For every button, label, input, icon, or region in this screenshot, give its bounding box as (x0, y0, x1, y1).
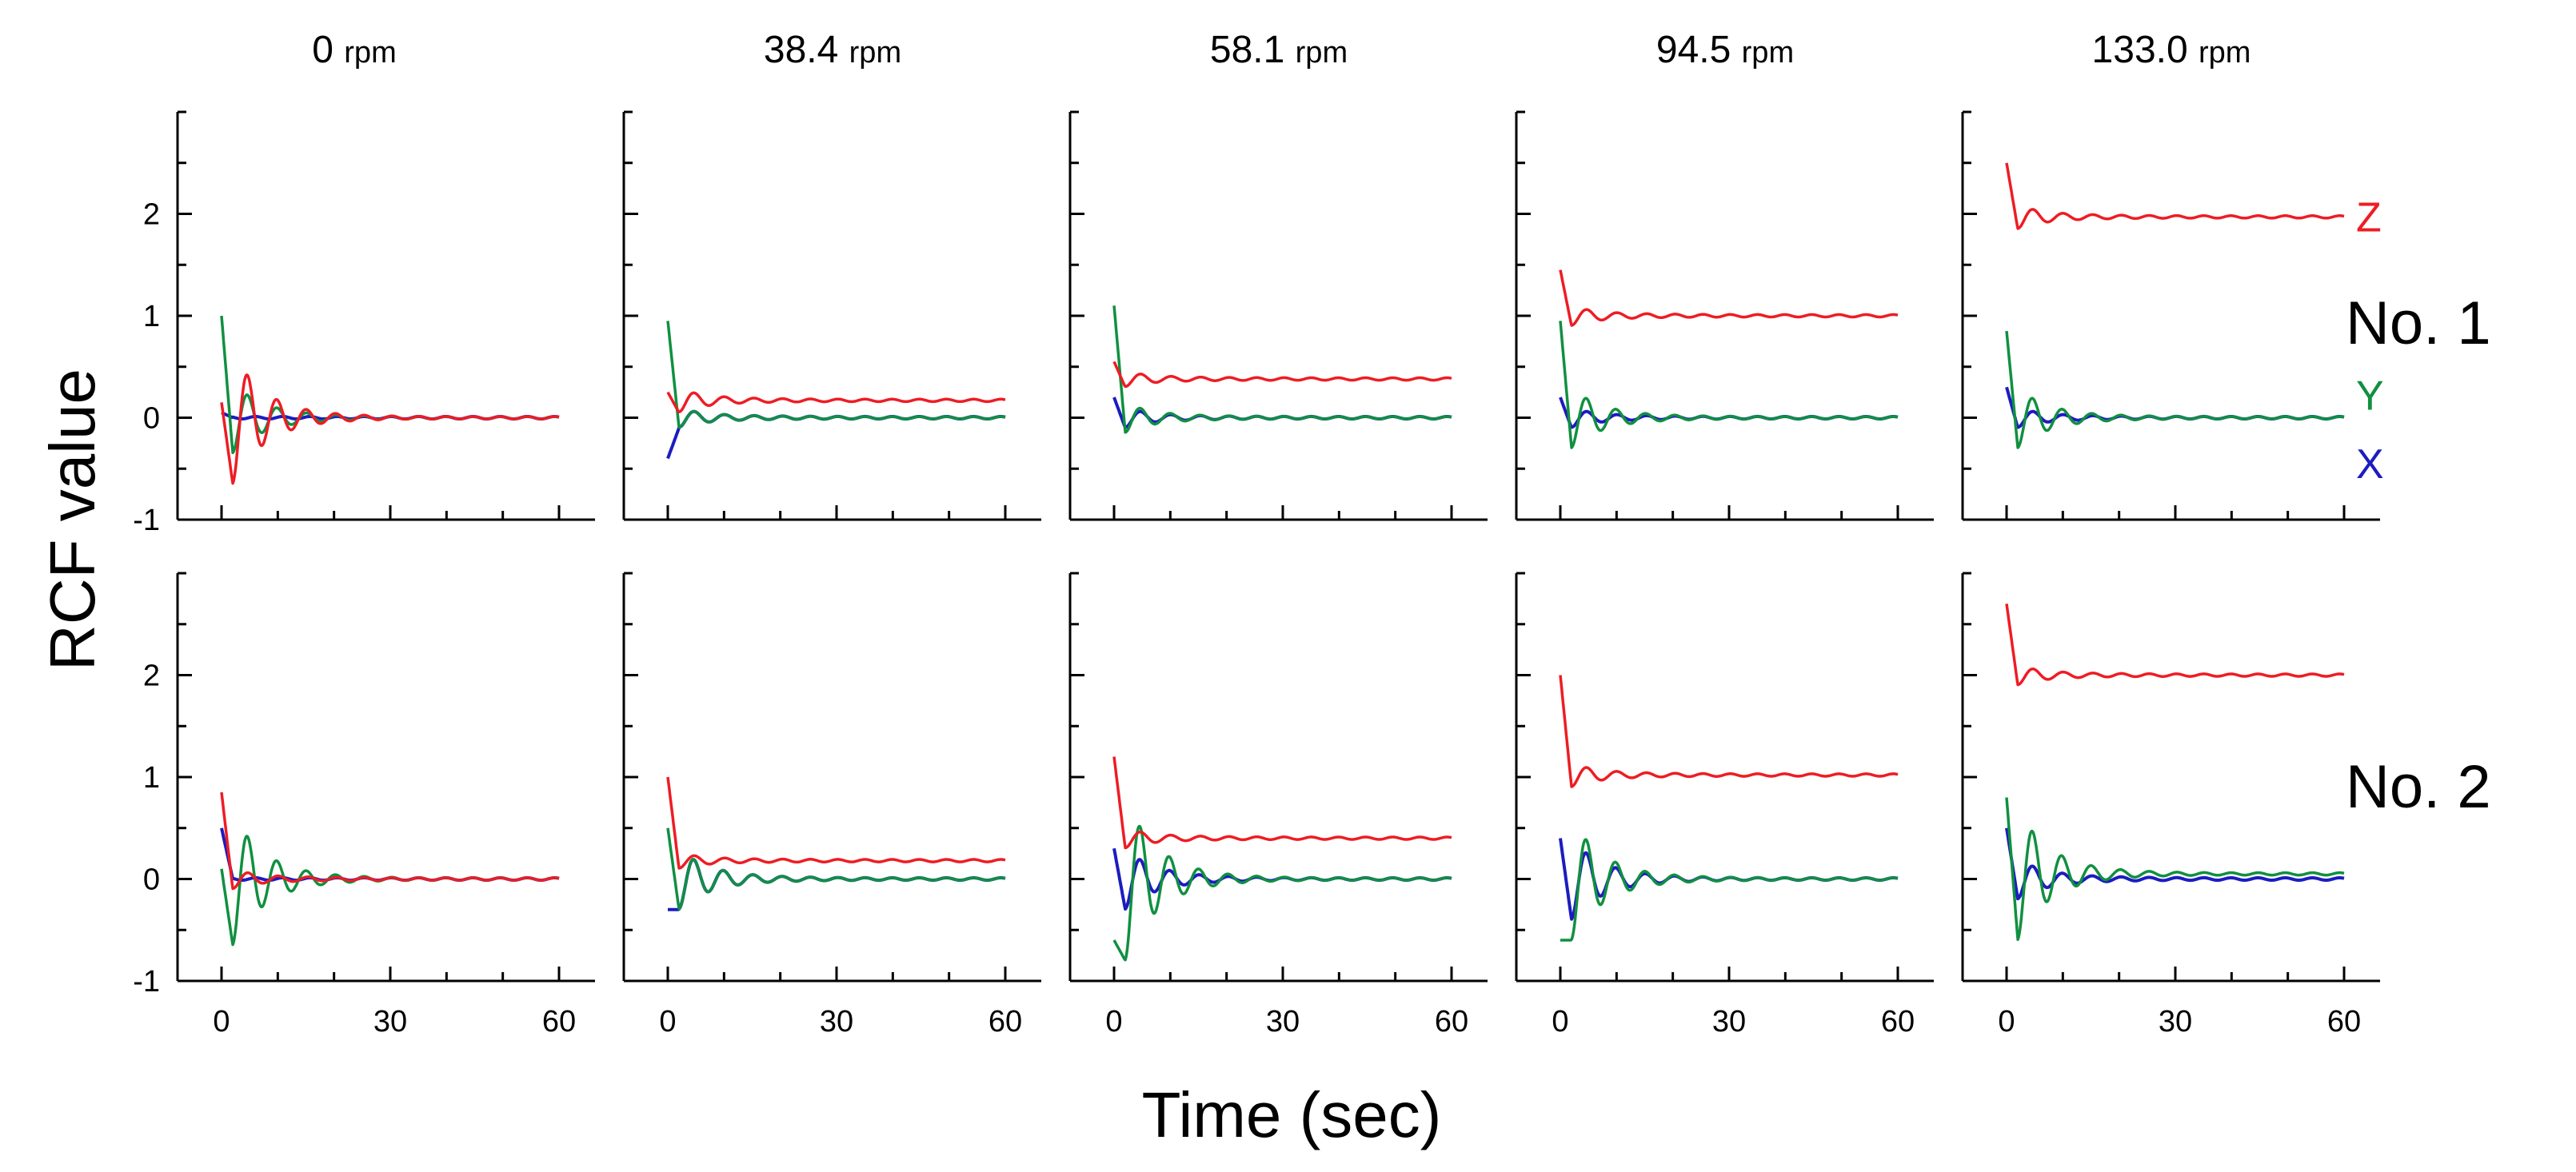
x-tick-label: 0 (1552, 1005, 1568, 1038)
panel-2-58_1: 0 30 60 (1068, 572, 1488, 1038)
column-title: 0 rpm (312, 29, 396, 71)
series-label-x: X (2356, 441, 2384, 488)
series-Y-line (1112, 305, 1452, 434)
series-X-line (1112, 397, 1453, 429)
rpm-unit: rpm (1296, 36, 1348, 70)
y-tick-label: 1 (143, 300, 160, 333)
series-X-line (666, 858, 1007, 911)
row-label: No. 1 (2346, 289, 2491, 357)
y-tick-label: 2 (143, 660, 160, 693)
column-title: 38.4 rpm (764, 29, 901, 71)
x-tick-label: 60 (1435, 1005, 1468, 1038)
column-title: 133.0 rpm (2092, 29, 2251, 71)
series-Z-line (220, 373, 560, 485)
rpm-value: 58.1 (1210, 29, 1296, 71)
panels-layer: -1 0 1 2 -1 0 1 2 0 30 60 0 30 60 0 30 60 0 30 60 0 30 60 (133, 110, 2380, 1038)
series-Z-line (666, 776, 1006, 870)
panel-1-58_1 (1068, 110, 1488, 521)
y-tick-label: -1 (133, 504, 160, 537)
rpm-value: 94.5 (1656, 29, 1742, 71)
rpm-unit: rpm (2199, 36, 2251, 70)
rpm-unit: rpm (849, 36, 901, 70)
x-tick-label: 0 (659, 1005, 676, 1038)
labels-layer: 0 rpm 38.4 rpm 58.1 rpm 94.5 rpm 133.0 rpmNo… (37, 29, 2491, 1150)
series-Y-line (1560, 838, 1899, 942)
y-tick-label: 1 (143, 761, 160, 795)
y-tick-label: -1 (133, 965, 160, 999)
y-tick-label: 0 (143, 863, 160, 897)
series-Y-line (220, 315, 560, 455)
x-tick-label: 60 (2327, 1005, 2361, 1038)
rpm-value: 0 (312, 29, 344, 71)
x-tick-label: 60 (542, 1005, 576, 1038)
series-X-line (2005, 827, 2346, 901)
series-label-y: Y (2356, 373, 2384, 419)
panel-1-133_0 (1961, 110, 2380, 521)
x-tick-label: 30 (820, 1005, 853, 1038)
series-Z-line (2005, 604, 2345, 687)
panel-2-0: -1 0 1 2 0 30 60 (133, 572, 595, 1038)
rpm-value: 38.4 (764, 29, 849, 71)
x-tick-label: 0 (213, 1005, 230, 1038)
x-tick-label: 60 (988, 1005, 1022, 1038)
series-X-line (2005, 386, 2346, 429)
series-Y-line (1112, 824, 1452, 962)
row-label: No. 2 (2346, 753, 2491, 821)
series-label-z: Z (2356, 194, 2382, 241)
rpm-unit: rpm (344, 36, 396, 70)
y-tick-label: 0 (143, 402, 160, 436)
x-tick-label: 30 (373, 1005, 407, 1038)
series-Y-line (220, 835, 560, 947)
column-title: 58.1 rpm (1210, 29, 1348, 71)
series-Z-line (2005, 162, 2345, 230)
panel-1-94_5 (1515, 110, 1934, 521)
series-Z-line (666, 391, 1006, 414)
panel-1-0: -1 0 1 2 (133, 110, 595, 537)
series-Z-line (1559, 269, 1899, 327)
x-tick-label: 30 (1266, 1005, 1300, 1038)
x-tick-label: 30 (1712, 1005, 1746, 1038)
x-axis-title: Time (sec) (1142, 1079, 1442, 1150)
series-Z-line (1559, 675, 1899, 788)
series-Y-line (1559, 321, 1899, 449)
series-Y-line (2005, 330, 2345, 449)
panel-1-38_4 (622, 110, 1041, 521)
panel-2-133_0: 0 30 60 (1961, 572, 2380, 1038)
rpm-value: 133.0 (2092, 29, 2199, 71)
x-tick-label: 0 (1998, 1005, 2015, 1038)
column-title: 94.5 rpm (1656, 29, 1794, 71)
series-Y-line (666, 321, 1006, 429)
y-axis-title: RCF value (37, 369, 108, 671)
x-tick-label: 30 (2159, 1005, 2192, 1038)
y-tick-label: 2 (143, 198, 160, 232)
panel-2-38_4: 0 30 60 (622, 572, 1041, 1038)
rpm-unit: rpm (1742, 36, 1794, 70)
panel-2-94_5: 0 30 60 (1515, 572, 1934, 1038)
series-Y-line (2005, 797, 2345, 941)
x-tick-label: 60 (1881, 1005, 1915, 1038)
series-Z-line (1112, 756, 1452, 850)
series-Y-line (666, 827, 1006, 911)
series-Z-line (1112, 361, 1452, 389)
x-tick-label: 0 (1105, 1005, 1122, 1038)
series-Z-line (220, 791, 560, 891)
